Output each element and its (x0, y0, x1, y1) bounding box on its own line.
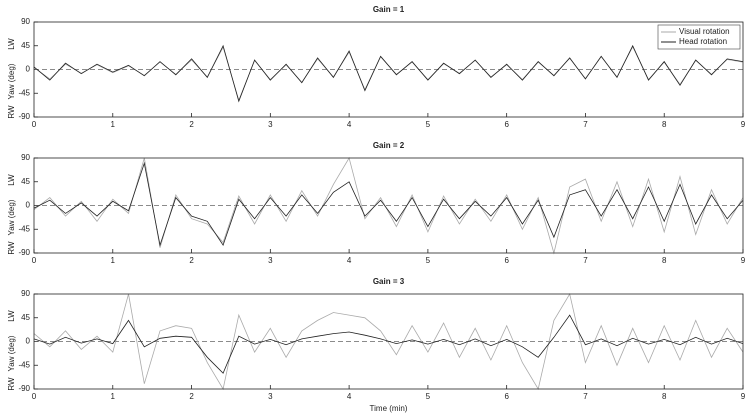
x-tick-label: 9 (741, 120, 746, 129)
x-tick-label: 7 (583, 120, 588, 129)
y-axis-label: Yaw (deg) (7, 335, 16, 371)
x-tick-label: 5 (426, 392, 431, 401)
x-tick-label: 8 (662, 256, 667, 265)
y-tick-label: -45 (18, 224, 30, 233)
y-tick-label: -90 (18, 384, 30, 393)
x-tick-label: 9 (741, 256, 746, 265)
y-tick-label: -90 (18, 248, 30, 257)
y-tick-label: -45 (18, 88, 30, 97)
y-axis-label: Yaw (deg) (7, 199, 16, 235)
panel-title: Gain = 2 (373, 141, 405, 150)
x-axis-label: Time (min) (370, 404, 408, 413)
x-tick-label: 4 (347, 120, 352, 129)
x-tick-label: 8 (662, 120, 667, 129)
y-tick-label: 45 (21, 41, 30, 50)
x-tick-label: 6 (504, 392, 509, 401)
y-label-top: LW (7, 174, 16, 186)
x-tick-label: 2 (189, 120, 194, 129)
y-tick-label: 90 (21, 289, 30, 298)
y-label-bottom: RW (7, 377, 16, 391)
x-tick-label: 1 (111, 120, 116, 129)
x-tick-label: 2 (189, 256, 194, 265)
x-tick-label: 9 (741, 392, 746, 401)
y-tick-label: 0 (26, 65, 31, 74)
panel-title: Gain = 3 (373, 277, 405, 286)
y-tick-label: 45 (21, 177, 30, 186)
y-tick-label: 45 (21, 313, 30, 322)
plot-frame (33, 157, 744, 254)
x-tick-label: 2 (189, 392, 194, 401)
y-label-top: LW (7, 310, 16, 322)
data-line (33, 314, 744, 374)
y-axis-label: Yaw (deg) (7, 63, 16, 99)
data-line (33, 44, 744, 103)
panel-title: Gain = 1 (373, 5, 405, 14)
y-label-bottom: RW (7, 105, 16, 119)
y-tick-label: -45 (18, 360, 30, 369)
y-tick-label: 0 (26, 337, 31, 346)
x-tick-label: 3 (268, 120, 273, 129)
x-tick-label: 7 (583, 392, 588, 401)
plot-frame (33, 293, 744, 390)
data-line (33, 292, 744, 391)
x-tick-label: 4 (347, 392, 352, 401)
x-tick-label: 6 (504, 256, 509, 265)
y-tick-label: 0 (26, 201, 31, 210)
legend-label: Head rotation (679, 37, 727, 46)
data-line (33, 161, 744, 247)
y-label-top: LW (7, 38, 16, 50)
x-tick-label: 3 (268, 392, 273, 401)
x-tick-label: 5 (426, 120, 431, 129)
x-tick-label: 7 (583, 256, 588, 265)
x-tick-label: 1 (111, 256, 116, 265)
x-tick-label: 4 (347, 256, 352, 265)
y-tick-label: -90 (18, 112, 30, 121)
legend-label: Visual rotation (679, 27, 730, 36)
legend-box (657, 24, 741, 50)
x-tick-label: 0 (32, 120, 37, 129)
x-tick-label: 5 (426, 256, 431, 265)
y-tick-label: 90 (21, 17, 30, 26)
plot-frame (33, 21, 744, 118)
y-tick-label: 90 (21, 153, 30, 162)
y-label-bottom: RW (7, 241, 16, 255)
x-tick-label: 3 (268, 256, 273, 265)
x-tick-label: 1 (111, 392, 116, 401)
x-tick-label: 0 (32, 392, 37, 401)
x-tick-label: 8 (662, 392, 667, 401)
x-tick-label: 0 (32, 256, 37, 265)
x-tick-label: 6 (504, 120, 509, 129)
